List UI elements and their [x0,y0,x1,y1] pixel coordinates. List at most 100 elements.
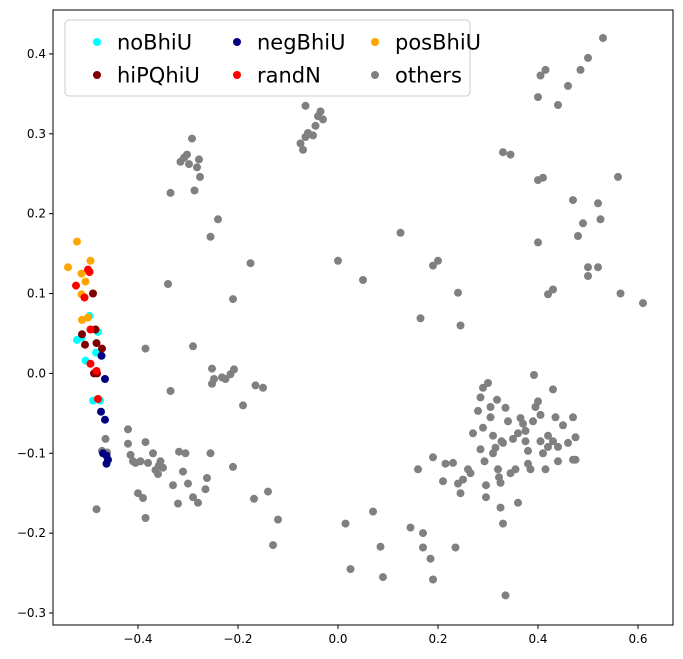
data-point [97,407,105,416]
data-point [149,449,157,458]
data-point [316,107,325,116]
data-point [534,93,542,102]
data-point [86,256,95,265]
data-point [239,401,247,410]
data-point [124,425,132,434]
data-point [551,413,560,422]
data-point [175,447,183,456]
data-point [206,232,215,241]
data-point [449,458,457,467]
data-point [81,277,90,286]
data-point [64,263,72,272]
data-point [94,395,102,403]
data-point [541,65,550,74]
data-point [319,115,327,124]
data-point [301,101,310,110]
data-point [379,573,387,582]
data-point [78,330,86,339]
data-point [246,259,255,268]
data-point [514,429,522,438]
data-point [359,276,367,284]
data-point [482,481,490,490]
data-point [584,272,592,280]
data-point [208,364,216,373]
data-point [101,375,109,383]
data-point [274,515,282,524]
data-point [514,498,522,507]
data-point [511,465,520,474]
data-point [259,383,267,392]
data-point [166,387,175,395]
data-point [101,434,110,443]
data-point [499,148,507,157]
data-point [181,449,190,458]
legend: noBhiU negBhiU posBhiU hiPQhiU randN others [64,19,481,97]
legend-box [64,19,471,97]
data-point [89,289,97,298]
data-point [576,65,585,74]
data-point [499,519,507,528]
data-point [439,477,447,486]
data-point [501,591,510,600]
data-point [479,383,487,392]
data-point [183,150,191,159]
data-point [134,489,142,498]
data-point [489,431,497,440]
data-point [203,474,211,482]
data-point [80,293,89,302]
data-point [451,543,460,552]
data-point [102,451,111,460]
data-point [81,340,89,349]
data-point [141,514,150,522]
data-point [544,442,552,451]
data-point [73,237,81,246]
data-point [569,413,577,422]
data-point [141,438,150,447]
data-point [429,453,437,462]
data-point [195,155,203,164]
legend-item-others: others [371,64,462,88]
legend-label: posBhiU [395,31,481,55]
data-point [139,494,147,502]
data-point [486,403,495,411]
y-tick-label: −0.1 [17,446,46,460]
data-point [311,121,320,130]
data-point [486,413,495,422]
data-point [85,268,94,276]
data-point [541,465,550,474]
data-point [574,232,582,240]
data-point [614,172,622,181]
data-point [341,519,350,528]
legend-marker [233,38,241,46]
data-point [124,439,132,448]
data-point [530,371,538,379]
data-point [179,467,187,476]
data-point [210,375,218,383]
data-point [526,465,535,474]
data-point [441,459,450,468]
data-point [296,139,305,148]
data-point [159,463,167,472]
data-point [406,523,415,532]
legend-item-randN: randN [233,64,321,88]
legend-label: hiPQhiU [117,64,200,88]
data-point [154,470,162,478]
plot-frame [52,9,674,626]
data-point [521,437,530,446]
y-tick-label: −0.3 [17,606,46,620]
data-point [476,393,485,402]
legend-marker [371,38,379,46]
data-point [97,351,106,360]
data-point [414,465,422,474]
data-point [201,485,210,494]
data-point [584,53,592,62]
data-point [639,299,647,308]
legend-marker [233,71,241,79]
data-point [92,367,101,375]
data-point [250,494,258,503]
data-point [166,188,175,197]
data-point [346,565,355,574]
data-point [493,395,501,404]
data-point [264,487,272,496]
